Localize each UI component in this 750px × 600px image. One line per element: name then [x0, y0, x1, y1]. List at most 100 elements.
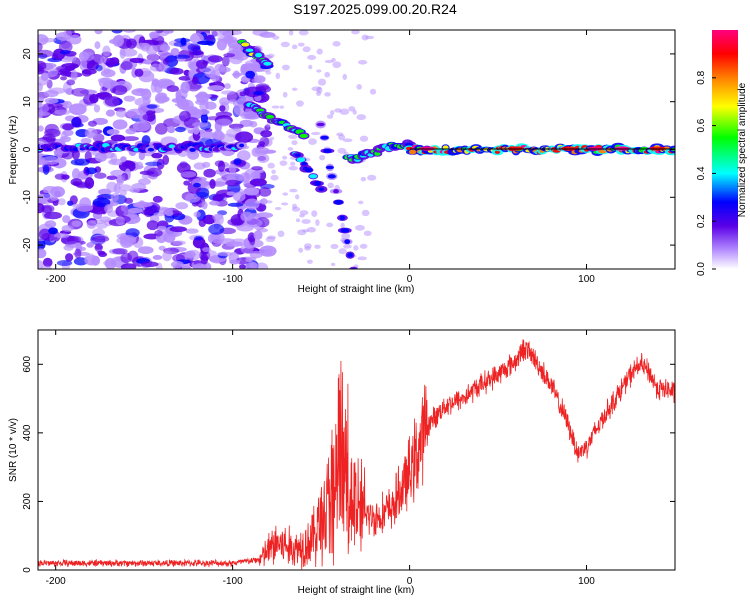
speckle: [228, 99, 237, 104]
speckle: [193, 211, 201, 218]
speckle: [245, 70, 256, 79]
speckle: [134, 97, 151, 107]
speckle: [340, 222, 345, 229]
speckle: [282, 155, 288, 160]
speckle: [221, 30, 235, 37]
ridge-halo: [348, 266, 359, 269]
speckle: [338, 248, 347, 255]
speckle: [359, 243, 368, 249]
speckle: [348, 106, 356, 112]
speckle: [221, 90, 236, 95]
snr-plot-area: [38, 330, 675, 570]
speckle: [324, 59, 334, 64]
speckle: [311, 210, 318, 218]
speckle: [308, 64, 313, 70]
speckle: [259, 31, 276, 38]
speckle: [79, 58, 88, 71]
x-tick-label: -200: [46, 576, 66, 587]
speckle: [233, 158, 242, 165]
speckle: [163, 30, 174, 34]
speckle: [251, 78, 262, 84]
speckle: [188, 49, 204, 59]
speckle: [360, 176, 367, 182]
speckle: [243, 111, 262, 120]
speckle: [41, 156, 60, 165]
speckle: [213, 213, 224, 226]
x-tick-label: 100: [578, 576, 595, 587]
snr-line: [38, 339, 675, 570]
colorbar-tick-label: 0.8: [696, 70, 707, 84]
speckle: [38, 202, 45, 214]
speckle: [263, 248, 272, 256]
speckle: [235, 131, 254, 143]
speckle: [50, 196, 58, 202]
speckle: [122, 136, 139, 142]
speckle: [253, 230, 263, 241]
speckle: [218, 97, 230, 106]
snr-axes: -200 -100 0 100 0 200 400 600: [22, 330, 675, 587]
speckle: [337, 147, 347, 154]
speckle: [197, 109, 210, 115]
speckle: [94, 243, 103, 253]
speckle: [291, 140, 298, 146]
speckle: [173, 41, 187, 47]
speckle: [326, 114, 334, 119]
speckle: [126, 108, 145, 119]
spectrogram-y-axis-label: Frequency (Hz): [8, 116, 19, 185]
speckle: [94, 30, 103, 35]
speckle: [154, 122, 168, 135]
speckle: [38, 125, 44, 132]
speckle: [359, 135, 369, 142]
snr-y-axis-label: SNR (10 * v/v): [8, 418, 19, 482]
speckle: [330, 110, 335, 116]
speckle: [282, 192, 289, 196]
speckle: [140, 261, 159, 268]
ridge-core: [334, 199, 343, 205]
speckle: [357, 256, 367, 261]
speckle: [314, 244, 321, 249]
speckle: [356, 84, 362, 90]
speckle: [308, 138, 317, 145]
colorbar: 0.0 0.2 0.4 0.6 0.8 Normalized spectral ampl…: [696, 30, 748, 276]
ridge-core: [314, 181, 322, 186]
speckle: [266, 149, 277, 153]
colorbar-ticks: 0.0 0.2 0.4 0.6 0.8: [696, 70, 716, 276]
speckle: [249, 234, 256, 246]
speckle: [194, 235, 203, 241]
speckle: [135, 201, 153, 208]
x-tick-label: 0: [407, 274, 413, 285]
speckle: [228, 163, 237, 174]
ridge-core: [333, 189, 339, 194]
speckle: [317, 78, 327, 86]
colorbar-tick-label: 0.0: [696, 262, 707, 276]
colorbar-tick-label: 0.2: [696, 214, 707, 228]
speckle: [306, 227, 316, 233]
speckle: [198, 179, 208, 188]
speckle: [302, 46, 311, 53]
speckle: [361, 209, 370, 217]
speckle: [287, 147, 294, 151]
speckle: [106, 128, 120, 135]
speckle: [255, 83, 270, 91]
speckle: [94, 172, 107, 179]
speckle: [213, 129, 224, 141]
ridge-core: [404, 142, 414, 147]
ridge-core: [189, 147, 196, 152]
speckle: [44, 128, 61, 138]
speckle: [217, 160, 226, 173]
speckle: [354, 224, 365, 231]
speckle: [169, 226, 187, 233]
speckle: [38, 42, 43, 52]
speckle: [174, 102, 189, 107]
speckle: [98, 251, 108, 258]
speckle: [102, 45, 111, 57]
ridge-core: [295, 153, 301, 157]
speckle: [356, 114, 367, 121]
speckle: [229, 259, 241, 265]
speckle: [249, 121, 258, 128]
speckle: [162, 58, 170, 65]
speckle: [292, 203, 298, 209]
speckle: [251, 166, 263, 171]
speckle: [159, 44, 171, 52]
